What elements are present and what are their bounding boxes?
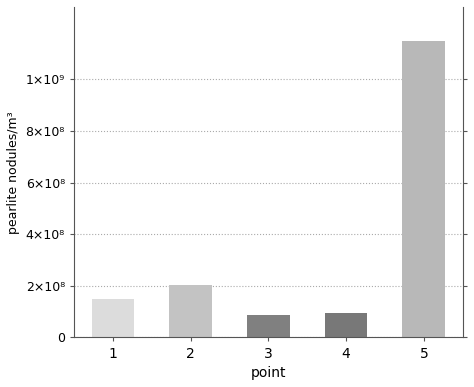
Bar xyxy=(325,313,367,337)
Y-axis label: pearlite nodules/m³: pearlite nodules/m³ xyxy=(7,111,20,233)
Bar xyxy=(169,284,212,337)
Bar xyxy=(247,315,290,337)
Bar xyxy=(402,41,445,337)
X-axis label: point: point xyxy=(251,366,286,380)
Bar xyxy=(91,299,134,337)
